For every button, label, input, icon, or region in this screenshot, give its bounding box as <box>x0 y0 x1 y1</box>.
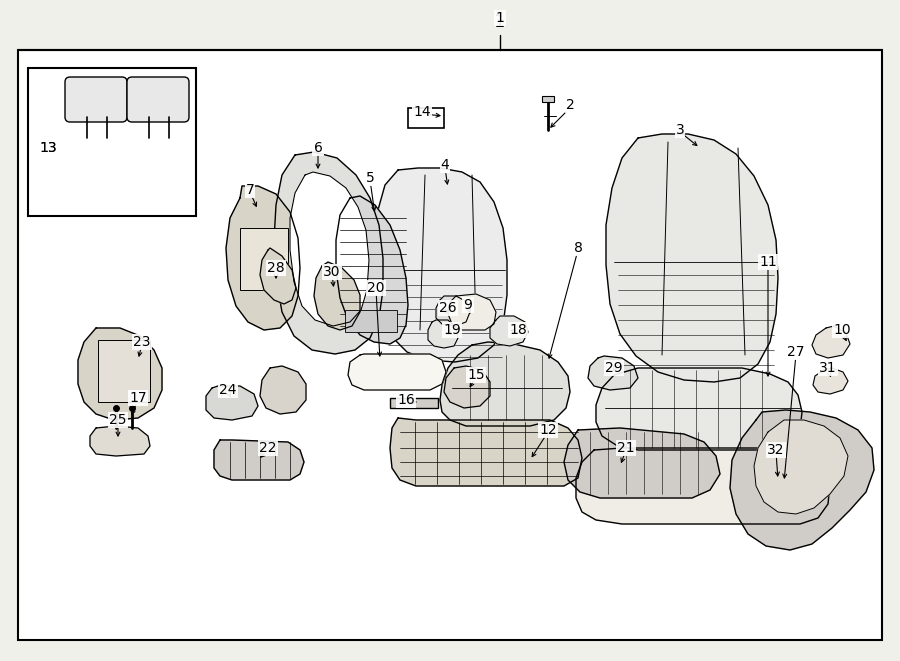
Polygon shape <box>260 248 296 304</box>
Polygon shape <box>588 356 638 390</box>
Polygon shape <box>596 368 802 450</box>
Bar <box>18 50 882 640</box>
Polygon shape <box>444 366 490 408</box>
Polygon shape <box>226 186 300 330</box>
Text: 14: 14 <box>413 105 431 119</box>
Text: 5: 5 <box>365 171 374 185</box>
Text: 31: 31 <box>819 361 837 375</box>
Polygon shape <box>390 418 582 486</box>
Bar <box>240 228 288 290</box>
Text: 21: 21 <box>617 441 634 455</box>
Text: 12: 12 <box>539 423 557 437</box>
Polygon shape <box>428 320 458 348</box>
Text: 15: 15 <box>467 368 485 382</box>
Polygon shape <box>564 428 720 498</box>
Text: 4: 4 <box>441 158 449 172</box>
Text: 28: 28 <box>267 261 284 275</box>
Polygon shape <box>490 316 528 346</box>
Bar <box>542 96 554 102</box>
Text: 17: 17 <box>130 391 147 405</box>
Text: 20: 20 <box>367 281 385 295</box>
Text: 23: 23 <box>133 335 151 349</box>
Text: 25: 25 <box>109 413 127 427</box>
Text: 19: 19 <box>443 323 461 337</box>
Text: 10: 10 <box>833 323 850 337</box>
Polygon shape <box>436 296 470 326</box>
Polygon shape <box>754 420 848 514</box>
Text: 32: 32 <box>767 443 785 457</box>
Text: 30: 30 <box>323 265 341 279</box>
Polygon shape <box>90 426 150 456</box>
Bar <box>98 340 150 402</box>
Text: 24: 24 <box>220 383 237 397</box>
Polygon shape <box>260 366 306 414</box>
Text: 1: 1 <box>494 13 506 31</box>
Polygon shape <box>290 172 369 326</box>
FancyBboxPatch shape <box>127 77 189 122</box>
Text: 2: 2 <box>565 98 574 112</box>
Bar <box>390 398 438 408</box>
Bar <box>28 68 196 216</box>
Text: 13: 13 <box>40 141 57 155</box>
Text: 13: 13 <box>40 141 57 155</box>
Polygon shape <box>606 134 778 382</box>
Polygon shape <box>274 152 383 354</box>
Text: 6: 6 <box>313 141 322 155</box>
Polygon shape <box>78 328 162 420</box>
Text: 11: 11 <box>759 255 777 269</box>
Polygon shape <box>812 326 850 358</box>
Text: 27: 27 <box>788 345 805 359</box>
Polygon shape <box>730 410 874 550</box>
Polygon shape <box>576 448 830 524</box>
Text: 29: 29 <box>605 361 623 375</box>
Text: 22: 22 <box>259 441 277 455</box>
Bar <box>345 310 397 332</box>
Text: 3: 3 <box>676 123 684 137</box>
Polygon shape <box>348 354 446 390</box>
Text: 9: 9 <box>464 298 472 312</box>
Polygon shape <box>314 262 360 330</box>
Bar <box>408 108 444 128</box>
Text: 7: 7 <box>246 183 255 197</box>
Polygon shape <box>813 368 848 394</box>
Polygon shape <box>206 386 258 420</box>
Text: 1: 1 <box>496 11 504 25</box>
Polygon shape <box>440 342 570 426</box>
Text: 8: 8 <box>573 241 582 255</box>
FancyBboxPatch shape <box>65 77 127 122</box>
Polygon shape <box>375 168 507 362</box>
Polygon shape <box>336 196 408 344</box>
Polygon shape <box>448 294 496 330</box>
Polygon shape <box>214 440 304 480</box>
Text: 26: 26 <box>439 301 457 315</box>
Text: 18: 18 <box>509 323 526 337</box>
Text: 16: 16 <box>397 393 415 407</box>
